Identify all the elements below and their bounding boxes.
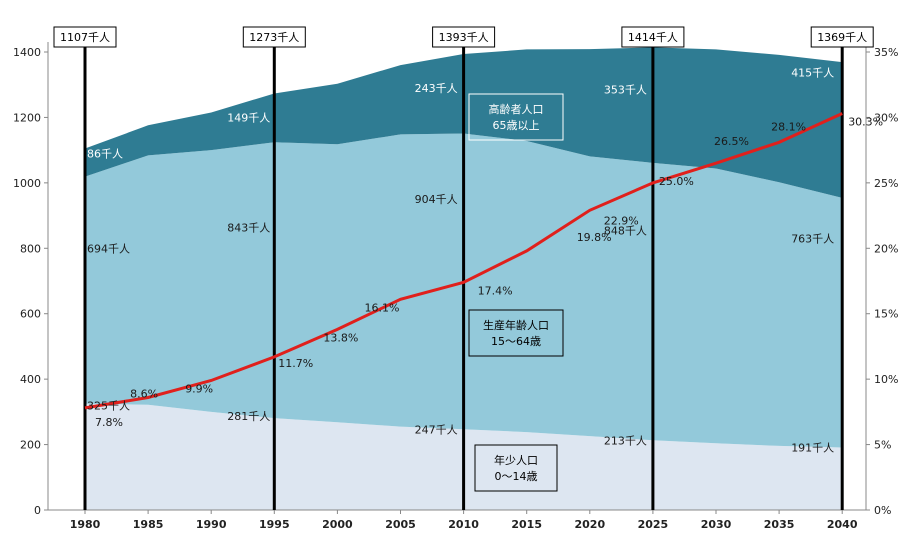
segment-label-elderly: 86千人 [87,147,123,160]
y2-tick-label: 20% [874,242,898,255]
category-box-range: 15～64歳 [491,335,541,348]
ratio-label: 30.3% [848,116,883,129]
total-label: 1107千人 [60,31,110,44]
x-tick-label: 2040 [827,518,858,531]
category-box [474,444,558,492]
total-label: 1273千人 [249,31,299,44]
x-tick-label: 2010 [448,518,479,531]
total-label: 1369千人 [817,31,867,44]
segment-label-young: 247千人 [415,424,458,437]
segment-label-elderly: 149千人 [227,111,270,124]
x-tick-label: 2000 [322,518,353,531]
x-tick-label: 2035 [764,518,795,531]
ratio-label: 7.8% [95,416,123,429]
ratio-label: 13.8% [323,331,358,344]
x-tick-label: 2005 [385,518,416,531]
segment-label-working: 694千人 [87,242,130,255]
category-box-title: 生産年齢人口 [483,318,549,332]
category-box [468,309,564,357]
x-tick-label: 1980 [70,518,101,531]
ratio-label: 26.5% [714,135,749,148]
total-box [810,26,874,48]
ratio-label: 28.1% [771,120,806,133]
segment-label-working: 848千人 [604,224,647,237]
x-tick-label: 1990 [196,518,227,531]
ratio-label: 9.9% [185,382,213,395]
ratio-label: 22.9% [604,214,639,227]
category-box-title: 年少人口 [494,453,538,467]
segment-label-young: 213千人 [604,435,647,448]
category-box-range: 0～14歳 [495,470,538,483]
x-tick-label: 1985 [133,518,164,531]
total-box [621,26,685,48]
y2-tick-label: 25% [874,177,898,190]
segment-label-young: 191千人 [791,442,834,455]
y-tick-label: 800 [20,242,41,255]
category-box-range: 65歳以上 [493,119,540,132]
ratio-line [84,112,843,410]
ratio-label: 11.7% [278,357,313,370]
segment-label-young: 325千人 [87,399,130,412]
x-tick-label: 1995 [259,518,290,531]
segment-label-elderly: 353千人 [604,84,647,97]
y-tick-label: 1000 [13,177,41,190]
y-tick-label: 1400 [13,46,41,59]
y2-tick-label: 30% [874,111,898,124]
total-label: 1414千人 [628,31,678,44]
x-tick-label: 2015 [511,518,542,531]
y-tick-label: 1200 [13,111,41,124]
y-tick-label: 0 [34,504,41,517]
segment-label-young: 281千人 [227,410,270,423]
category-box [468,93,564,141]
segment-label-elderly: 415千人 [791,67,834,80]
y-tick-label: 200 [20,439,41,452]
total-box [53,26,117,48]
x-tick-label: 2025 [638,518,669,531]
y2-tick-label: 10% [874,373,898,386]
y2-tick-label: 35% [874,46,898,59]
y-tick-label: 400 [20,373,41,386]
segment-label-working: 904千人 [415,193,458,206]
segment-label-elderly: 243千人 [415,82,458,95]
category-box-title: 高齢者人口 [489,102,544,116]
y2-tick-label: 15% [874,308,898,321]
ratio-label: 16.1% [365,301,400,314]
y-tick-label: 600 [20,308,41,321]
segment-label-working: 843千人 [227,222,270,235]
ratio-label: 19.8% [577,231,612,244]
y2-tick-label: 0% [874,504,891,517]
ratio-label: 17.4% [478,284,513,297]
total-label: 1393千人 [439,31,489,44]
total-box [432,26,496,48]
x-tick-label: 2020 [574,518,605,531]
y2-tick-label: 5% [874,439,891,452]
x-tick-label: 2030 [701,518,732,531]
total-box [242,26,306,48]
segment-label-working: 763千人 [791,232,834,245]
ratio-label: 25.0% [659,175,694,188]
ratio-label: 8.6% [130,387,158,400]
